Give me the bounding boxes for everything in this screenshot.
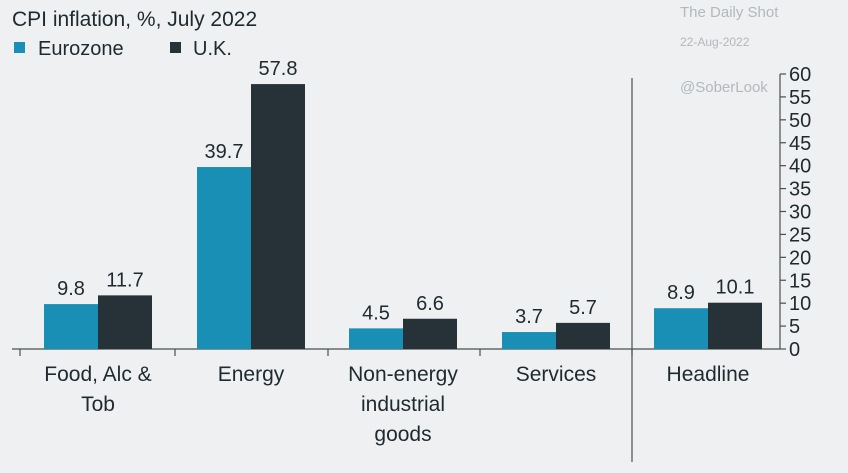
legend-label-eurozone: Eurozone (38, 38, 124, 60)
bar-eurozone (349, 328, 403, 349)
bar-eurozone (502, 332, 556, 349)
category-label: Non-energy (348, 363, 458, 386)
category-label: Food, Alc & (44, 363, 151, 386)
data-label-eurozone: 3.7 (515, 306, 543, 328)
y-tick-label: 15 (789, 270, 811, 292)
bar-uk (403, 318, 457, 349)
category-label: Services (516, 363, 597, 386)
data-label-eurozone: 9.8 (57, 278, 85, 300)
y-tick-label: 60 (789, 64, 811, 86)
y-tick-label: 0 (789, 339, 800, 361)
data-label-uk: 6.6 (416, 293, 444, 315)
category-label: goods (374, 423, 431, 446)
bar-uk (251, 84, 305, 349)
y-tick-label: 40 (789, 156, 811, 178)
y-tick-label: 30 (789, 202, 811, 224)
y-tick-label: 55 (789, 87, 811, 109)
category-label: Energy (218, 363, 285, 386)
data-label-uk: 10.1 (716, 277, 755, 299)
y-tick-label: 10 (789, 293, 811, 315)
y-tick-label: 25 (789, 224, 811, 246)
watermark: The Daily Shot 22-Aug-2022 @SoberLook (680, 4, 779, 96)
data-label-eurozone: 39.7 (205, 141, 244, 163)
legend-swatch-uk (170, 42, 181, 53)
bar-uk (556, 322, 610, 349)
legend-swatch-eurozone (14, 42, 25, 53)
category-label: industrial (361, 393, 445, 416)
data-label-uk: 57.8 (259, 58, 298, 80)
category-label: Tob (81, 393, 115, 416)
y-tick-label: 35 (789, 179, 811, 201)
bar-uk (708, 302, 762, 349)
bar-eurozone (44, 304, 98, 349)
watermark-source: The Daily Shot (680, 4, 779, 21)
category-label: Headline (667, 363, 750, 386)
data-label-uk: 5.7 (569, 297, 597, 319)
watermark-date: 22-Aug-2022 (680, 35, 750, 49)
watermark-handle: @SoberLook (680, 79, 768, 96)
chart-title: CPI inflation, %, July 2022 (12, 8, 257, 31)
data-label-eurozone: 8.9 (667, 282, 695, 304)
legend-label-uk: U.K. (193, 38, 232, 60)
bar-eurozone (197, 167, 251, 349)
bar-uk (98, 295, 152, 349)
y-tick-label: 5 (789, 316, 800, 338)
y-tick-label: 45 (789, 133, 811, 155)
data-label-uk: 11.7 (106, 269, 143, 291)
data-label-eurozone: 4.5 (362, 302, 390, 324)
y-tick-label: 20 (789, 247, 811, 269)
bar-eurozone (654, 308, 708, 349)
legend: Eurozone U.K. (14, 38, 232, 60)
y-tick-label: 50 (789, 110, 811, 132)
